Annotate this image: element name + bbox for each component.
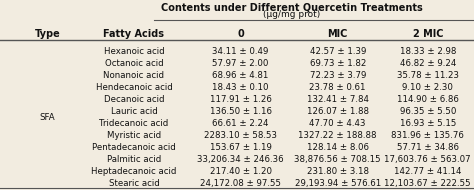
- Text: 35.78 ± 11.23: 35.78 ± 11.23: [397, 71, 459, 80]
- Text: 38,876.56 ± 708.15: 38,876.56 ± 708.15: [294, 155, 381, 164]
- Text: 96.35 ± 5.50: 96.35 ± 5.50: [400, 107, 456, 116]
- Text: 132.41 ± 7.84: 132.41 ± 7.84: [307, 95, 369, 104]
- Text: 29,193.94 ± 576.61: 29,193.94 ± 576.61: [295, 180, 381, 188]
- Text: 17,603.76 ± 563.07: 17,603.76 ± 563.07: [384, 155, 471, 164]
- Text: 128.14 ± 8.06: 128.14 ± 8.06: [307, 143, 369, 152]
- Text: Octanoic acid: Octanoic acid: [105, 59, 163, 68]
- Text: 2283.10 ± 58.53: 2283.10 ± 58.53: [204, 131, 277, 140]
- Text: Contents under Different Quercetin Treatments: Contents under Different Quercetin Treat…: [161, 3, 422, 13]
- Text: 831.96 ± 135.76: 831.96 ± 135.76: [392, 131, 464, 140]
- Text: 18.43 ± 0.10: 18.43 ± 0.10: [212, 83, 269, 92]
- Text: SFA: SFA: [40, 113, 55, 122]
- Text: 23.78 ± 0.61: 23.78 ± 0.61: [310, 83, 366, 92]
- Text: 2 MIC: 2 MIC: [412, 29, 443, 40]
- Text: Heptadecanoic acid: Heptadecanoic acid: [91, 167, 177, 177]
- Text: 16.93 ± 5.15: 16.93 ± 5.15: [400, 119, 456, 128]
- Text: 126.07 ± 1.88: 126.07 ± 1.88: [307, 107, 369, 116]
- Text: 136.50 ± 1.16: 136.50 ± 1.16: [210, 107, 272, 116]
- Text: 217.40 ± 1.20: 217.40 ± 1.20: [210, 167, 272, 177]
- Text: (μg/mg prot): (μg/mg prot): [263, 10, 320, 19]
- Text: 33,206.34 ± 246.36: 33,206.34 ± 246.36: [197, 155, 284, 164]
- Text: 0: 0: [237, 29, 244, 40]
- Text: Pentadecanoic acid: Pentadecanoic acid: [92, 143, 176, 152]
- Text: Palmitic acid: Palmitic acid: [107, 155, 161, 164]
- Text: Myristic acid: Myristic acid: [107, 131, 161, 140]
- Text: 69.73 ± 1.82: 69.73 ± 1.82: [310, 59, 366, 68]
- Text: 66.61 ± 2.24: 66.61 ± 2.24: [212, 119, 269, 128]
- Text: MIC: MIC: [328, 29, 348, 40]
- Text: 9.10 ± 2.30: 9.10 ± 2.30: [402, 83, 453, 92]
- Text: Type: Type: [35, 29, 60, 40]
- Text: 12,103.67 ± 222.55: 12,103.67 ± 222.55: [384, 180, 471, 188]
- Text: 142.77 ± 41.14: 142.77 ± 41.14: [394, 167, 462, 177]
- Text: Stearic acid: Stearic acid: [109, 180, 159, 188]
- Text: 117.91 ± 1.26: 117.91 ± 1.26: [210, 95, 272, 104]
- Text: 34.11 ± 0.49: 34.11 ± 0.49: [212, 47, 269, 56]
- Text: 47.70 ± 4.43: 47.70 ± 4.43: [310, 119, 366, 128]
- Text: Nonanoic acid: Nonanoic acid: [103, 71, 164, 80]
- Text: 231.80 ± 3.18: 231.80 ± 3.18: [307, 167, 369, 177]
- Text: Hendecanoic acid: Hendecanoic acid: [96, 83, 172, 92]
- Text: Tridecanoic acid: Tridecanoic acid: [99, 119, 169, 128]
- Text: Hexanoic acid: Hexanoic acid: [104, 47, 164, 56]
- Text: Fatty Acids: Fatty Acids: [103, 29, 164, 40]
- Text: Lauric acid: Lauric acid: [110, 107, 157, 116]
- Text: 18.33 ± 2.98: 18.33 ± 2.98: [400, 47, 456, 56]
- Text: 72.23 ± 3.79: 72.23 ± 3.79: [310, 71, 366, 80]
- Text: 114.90 ± 6.86: 114.90 ± 6.86: [397, 95, 459, 104]
- Text: 46.82 ± 9.24: 46.82 ± 9.24: [400, 59, 456, 68]
- Text: Decanoic acid: Decanoic acid: [104, 95, 164, 104]
- Text: 57.71 ± 34.86: 57.71 ± 34.86: [397, 143, 459, 152]
- Text: 68.96 ± 4.81: 68.96 ± 4.81: [212, 71, 269, 80]
- Text: 153.67 ± 1.19: 153.67 ± 1.19: [210, 143, 272, 152]
- Text: 1327.22 ± 188.88: 1327.22 ± 188.88: [299, 131, 377, 140]
- Text: 42.57 ± 1.39: 42.57 ± 1.39: [310, 47, 366, 56]
- Text: 24,172.08 ± 97.55: 24,172.08 ± 97.55: [200, 180, 281, 188]
- Text: 57.97 ± 2.00: 57.97 ± 2.00: [212, 59, 269, 68]
